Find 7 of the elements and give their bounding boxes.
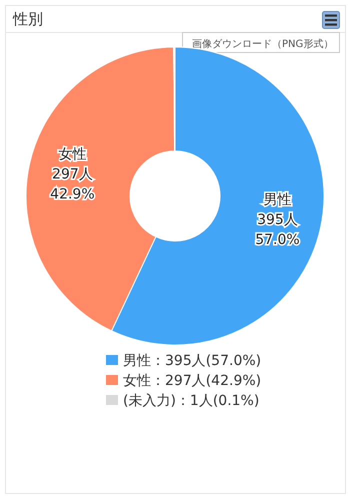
chart-title: 性別 bbox=[12, 10, 43, 28]
text: 画像ダウンロード（PNG形式） bbox=[192, 38, 334, 50]
legend-label: (未入力)：1人(0.1%) bbox=[123, 393, 260, 409]
legend-label: 男性：395人(57.0%) bbox=[123, 353, 262, 369]
legend-label: 女性：297人(42.9%) bbox=[123, 373, 262, 389]
data-label: 男性 395人 57.0% bbox=[255, 192, 300, 248]
data-label: 女性 297人 42.9% bbox=[50, 146, 95, 203]
